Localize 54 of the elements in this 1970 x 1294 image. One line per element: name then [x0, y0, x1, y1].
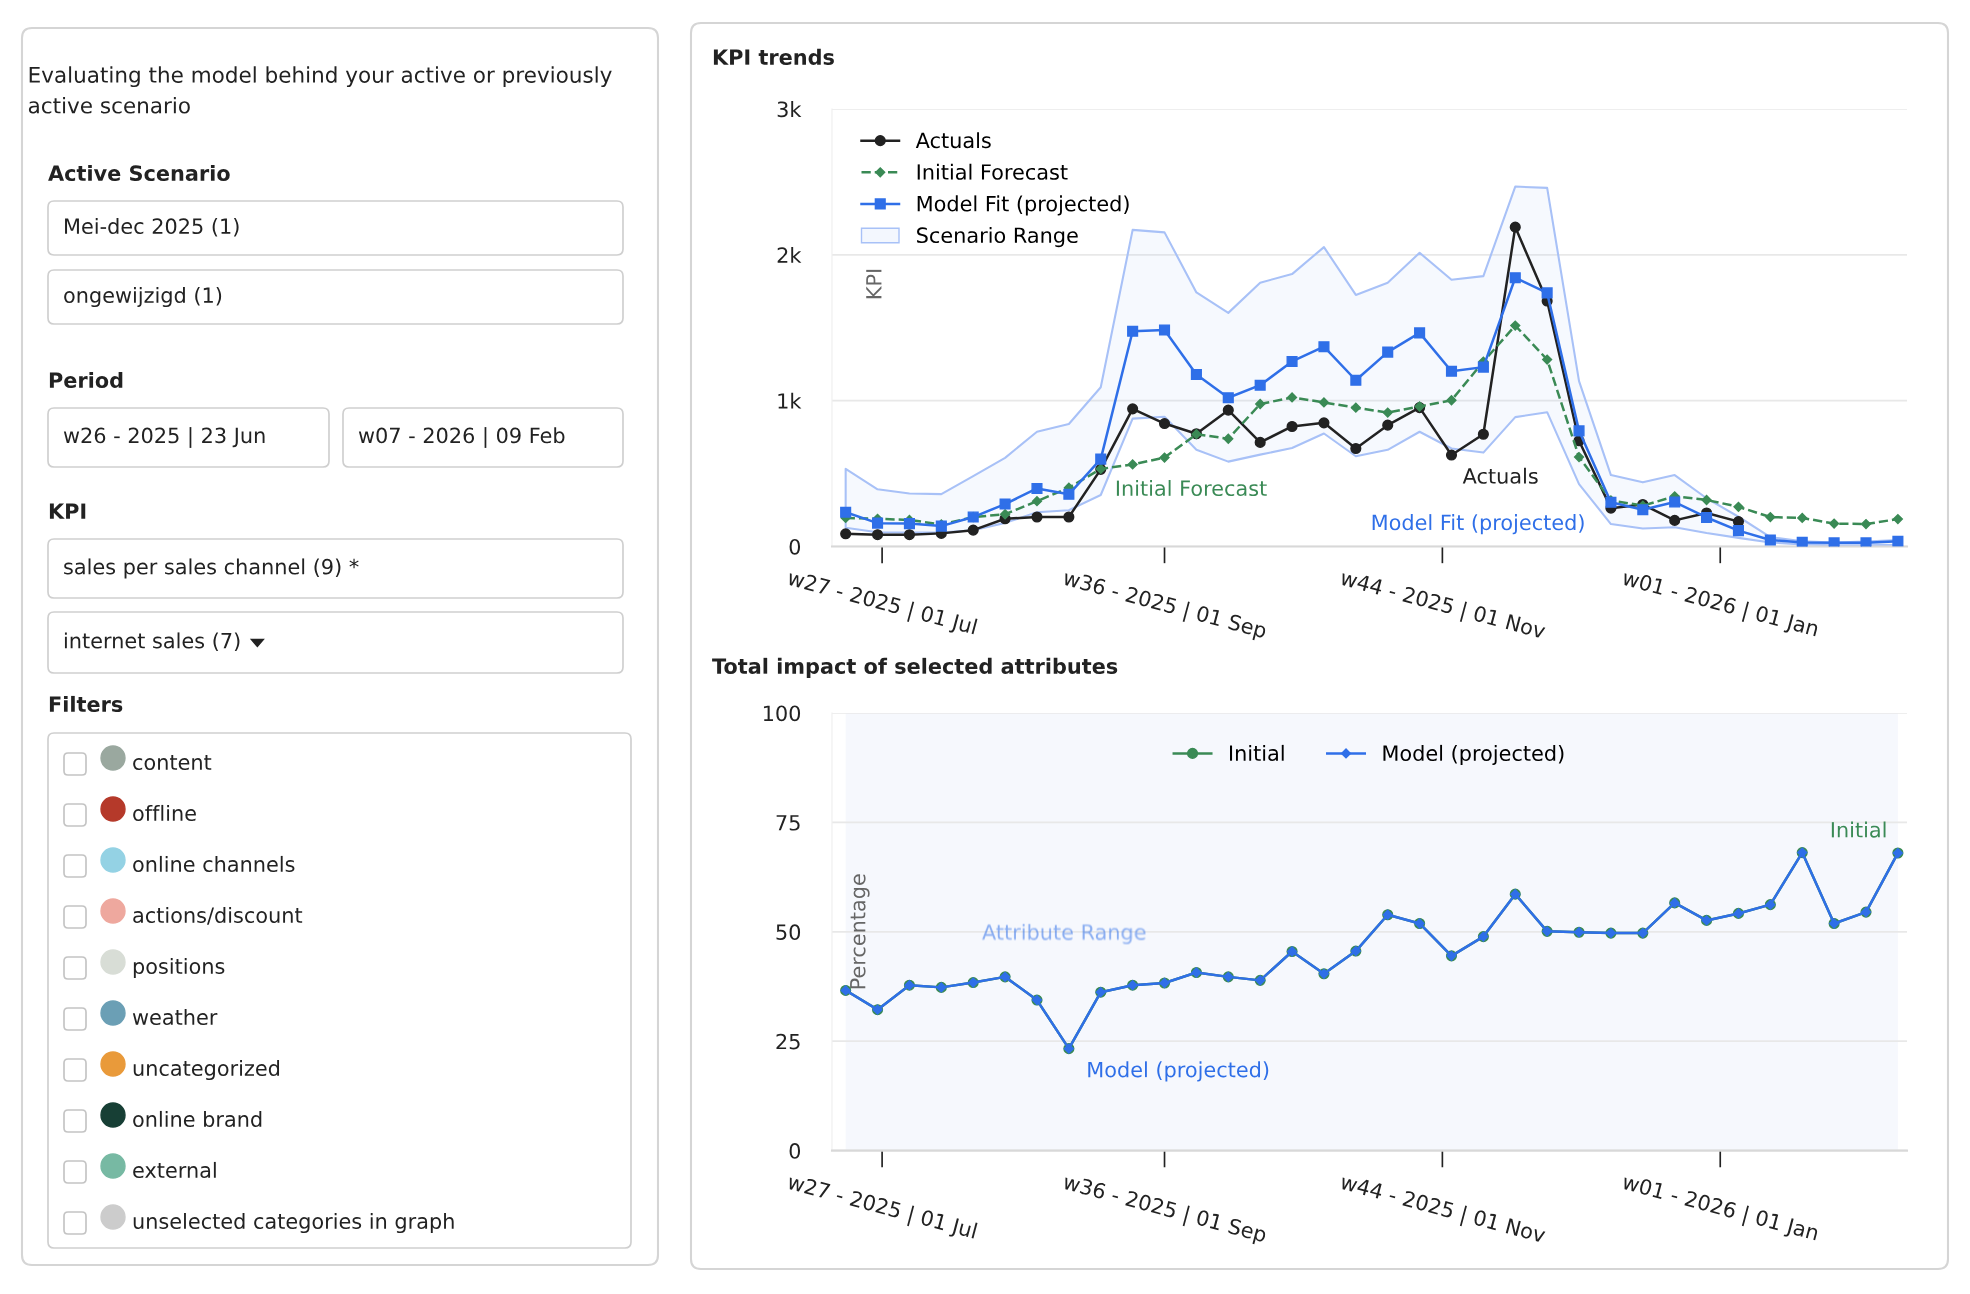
text: internet sales (7)	[64, 632, 240, 651]
y-tick-label: 50	[776, 924, 801, 941]
x-tick-label: w27 - 2025 | 01 Jul	[785, 568, 978, 640]
text: KPI	[49, 503, 86, 519]
legend-label: Scenario Range	[917, 226, 1078, 248]
y-axis-title: Percentage	[850, 874, 870, 989]
category-label: weather	[132, 1008, 218, 1026]
y-tick-label: 0	[789, 1143, 801, 1159]
text: Filters	[49, 695, 123, 713]
text: Active Scenario	[48, 164, 230, 182]
annotation: Attribute Range	[982, 923, 1146, 945]
y-tick-label: 3k	[777, 101, 802, 118]
annotation: Model (projected)	[1088, 1061, 1269, 1082]
x-tick-label: w27 - 2025 | 01 Jul	[785, 1173, 978, 1244]
text: Evaluating the model behind your active or previously active scenario	[28, 66, 612, 114]
x-tick-label: w36 - 2025 | 01 Sep	[1061, 568, 1268, 643]
chart-title: KPI trends	[713, 48, 834, 65]
text: sales per sales channel (9) *	[64, 558, 359, 579]
category-label: offline	[133, 804, 196, 822]
x-tick-label: w36 - 2025 | 01 Sep	[1061, 1173, 1268, 1247]
x-tick-label: w01 - 2026 | 01 Jan	[1620, 568, 1820, 641]
x-tick-label: w01 - 2026 | 01 Jan	[1620, 1173, 1820, 1245]
annotation: Initial Forecast	[1116, 479, 1267, 497]
y-tick-label: 0	[789, 538, 801, 555]
category-label: content	[133, 755, 212, 771]
annotation: Actuals	[1462, 467, 1538, 484]
category-label: online brand	[133, 1110, 262, 1128]
category-label: uncategorized	[133, 1059, 280, 1081]
category-label: unselected categories in graph	[133, 1212, 454, 1234]
y-axis-title: KPI	[866, 269, 882, 299]
x-tick-label: w44 - 2025 | 01 Nov	[1338, 568, 1547, 644]
y-tick-label: 25	[776, 1033, 800, 1050]
y-tick-label: 1k	[778, 392, 802, 409]
chart-title: Total impact of selected attributes	[712, 657, 1118, 678]
y-tick-label: 75	[776, 815, 800, 831]
legend-label: Initial Forecast	[917, 163, 1068, 180]
category-label: external	[133, 1161, 216, 1179]
text: Period	[49, 371, 123, 389]
category-label: positions	[133, 957, 225, 979]
legend-label: Actuals	[915, 132, 991, 149]
legend-label: Initial	[1230, 744, 1284, 761]
legend-label: Model Fit (projected)	[917, 195, 1129, 216]
x-tick-label: w44 - 2025 | 01 Nov	[1338, 1173, 1547, 1248]
category-label: online channels	[133, 855, 295, 873]
text: w07 - 2026 | 09 Feb	[358, 427, 565, 448]
text: ongewijzigd (1)	[64, 286, 222, 308]
y-tick-label: 100	[763, 705, 801, 722]
annotation: Model Fit (projected)	[1372, 514, 1584, 535]
legend-label: Model (projected)	[1383, 744, 1564, 766]
text: Mei-dec 2025 (1)	[65, 217, 239, 237]
category-label: actions/discount	[133, 906, 303, 925]
annotation: Initial	[1831, 821, 1886, 838]
text: w26 - 2025 | 23 Jun	[63, 427, 265, 448]
y-tick-label: 2k	[777, 246, 802, 263]
